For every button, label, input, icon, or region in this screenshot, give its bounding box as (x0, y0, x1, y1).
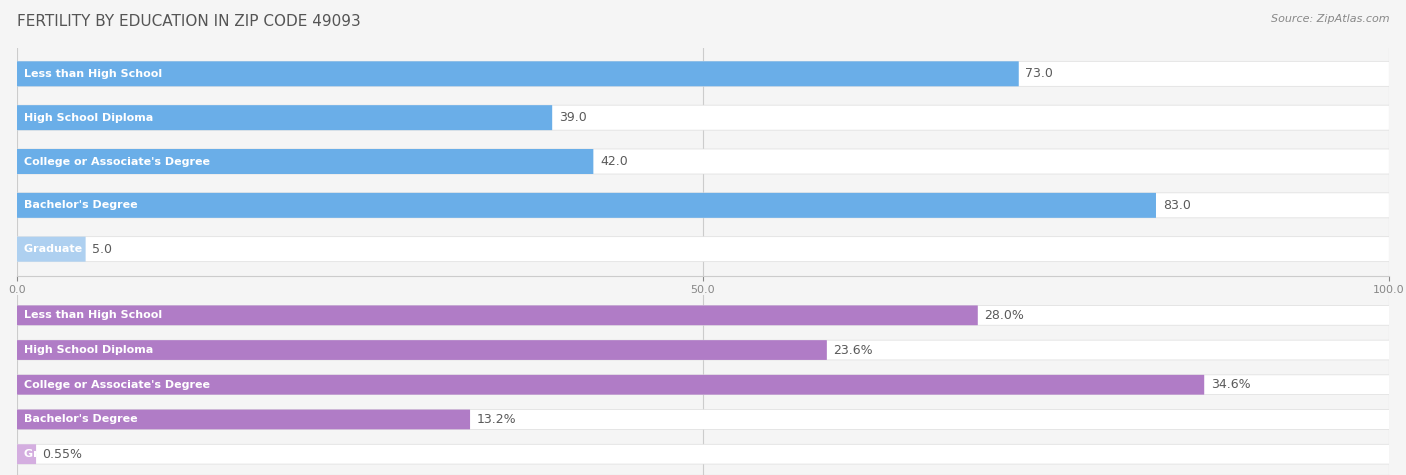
Text: Source: ZipAtlas.com: Source: ZipAtlas.com (1271, 14, 1389, 24)
Text: 13.2%: 13.2% (477, 413, 516, 426)
FancyBboxPatch shape (17, 340, 827, 360)
Text: FERTILITY BY EDUCATION IN ZIP CODE 49093: FERTILITY BY EDUCATION IN ZIP CODE 49093 (17, 14, 360, 29)
Text: 42.0: 42.0 (600, 155, 628, 168)
Text: 39.0: 39.0 (560, 111, 586, 124)
FancyBboxPatch shape (17, 444, 37, 464)
Text: 34.6%: 34.6% (1211, 378, 1250, 391)
Text: 83.0: 83.0 (1163, 199, 1191, 212)
FancyBboxPatch shape (17, 61, 1019, 86)
FancyBboxPatch shape (17, 105, 1389, 130)
Text: Less than High School: Less than High School (24, 69, 162, 79)
FancyBboxPatch shape (17, 375, 1389, 395)
FancyBboxPatch shape (17, 444, 1389, 464)
FancyBboxPatch shape (17, 193, 1156, 218)
FancyBboxPatch shape (17, 305, 977, 325)
FancyBboxPatch shape (17, 149, 1389, 174)
Text: College or Associate's Degree: College or Associate's Degree (24, 156, 209, 167)
FancyBboxPatch shape (17, 340, 1389, 360)
Text: 5.0: 5.0 (93, 243, 112, 256)
Text: 28.0%: 28.0% (984, 309, 1024, 322)
FancyBboxPatch shape (17, 149, 593, 174)
Text: 0.55%: 0.55% (42, 447, 83, 461)
FancyBboxPatch shape (17, 193, 1389, 218)
Text: 73.0: 73.0 (1025, 67, 1053, 80)
Text: Bachelor's Degree: Bachelor's Degree (24, 415, 138, 425)
FancyBboxPatch shape (17, 105, 553, 130)
FancyBboxPatch shape (17, 375, 1204, 395)
Text: Graduate Degree: Graduate Degree (24, 449, 131, 459)
FancyBboxPatch shape (17, 61, 1389, 86)
Text: Less than High School: Less than High School (24, 310, 162, 320)
FancyBboxPatch shape (17, 237, 1389, 262)
Text: High School Diploma: High School Diploma (24, 345, 153, 355)
FancyBboxPatch shape (17, 305, 1389, 325)
FancyBboxPatch shape (17, 237, 86, 262)
FancyBboxPatch shape (17, 409, 470, 429)
Text: Bachelor's Degree: Bachelor's Degree (24, 200, 138, 210)
FancyBboxPatch shape (17, 409, 1389, 429)
Text: 23.6%: 23.6% (834, 343, 873, 357)
Text: High School Diploma: High School Diploma (24, 113, 153, 123)
Text: College or Associate's Degree: College or Associate's Degree (24, 380, 209, 390)
Text: Graduate Degree: Graduate Degree (24, 244, 131, 254)
